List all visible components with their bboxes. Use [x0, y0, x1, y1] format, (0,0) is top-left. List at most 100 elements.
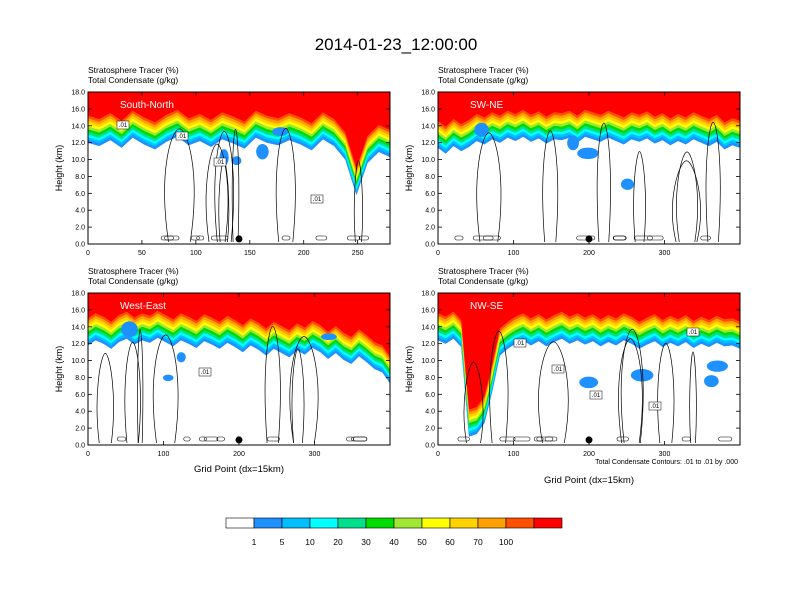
low-cloud-contour: [613, 235, 627, 241]
low-cloud-contour: [210, 235, 229, 241]
tracer-blob: [577, 147, 599, 160]
contour-label-box: [513, 338, 527, 348]
x-tick-label: 0: [436, 250, 440, 257]
low-cloud-contour: [499, 436, 516, 442]
colorbar-swatch: [225, 517, 255, 529]
contour-label-box: [686, 327, 700, 337]
y-tick-label: 6.0: [425, 392, 435, 399]
y-tick-label: 0.0: [425, 242, 435, 249]
panel-west-east: Stratosphere Tracer (%)Total Condensate …: [54, 266, 391, 475]
contour-label: .01: [516, 341, 525, 347]
low-cloud-contour: [196, 235, 205, 241]
low-cloud-contour: [347, 235, 361, 241]
panel-subtitle: Stratosphere Tracer (%): [438, 65, 529, 75]
contour-label-box: [175, 131, 189, 141]
condensate-contour: [618, 338, 643, 444]
colorbar-label: 30: [361, 537, 371, 547]
y-tick-label: 8.0: [425, 174, 435, 181]
low-cloud-contour: [358, 235, 369, 241]
low-cloud-contour: [633, 235, 653, 241]
y-tick-label: 10.0: [71, 358, 85, 365]
plot-content: .01: [88, 293, 390, 444]
tracer-blob: [256, 143, 269, 160]
condensate-contour: [633, 151, 646, 243]
panel-subtitle: Total Condensate (g/kg): [438, 75, 528, 85]
condensate-contour: [353, 160, 363, 243]
y-tick-label: 16.0: [71, 106, 85, 113]
y-tick-label: 16.0: [71, 307, 85, 314]
colorbar-label: 60: [445, 537, 455, 547]
y-tick-label: 2.0: [425, 225, 435, 232]
tracer-band-level-0: [88, 293, 390, 357]
y-tick-label: 8.0: [425, 375, 435, 382]
y-tick-label: 12.0: [421, 140, 435, 147]
location-marker: [585, 235, 593, 243]
y-axis-label: Height (km): [404, 145, 414, 192]
low-cloud-contour: [718, 436, 733, 442]
tracer-blob: [620, 178, 635, 190]
condensate-contour: [489, 330, 509, 444]
low-cloud-contour: [267, 436, 280, 442]
colorbar-swatch: [533, 517, 563, 529]
tracer-blob: [176, 352, 186, 363]
y-tick-label: 12.0: [71, 140, 85, 147]
y-tick-label: 18.0: [71, 90, 85, 97]
tracer-bands: [438, 92, 740, 154]
low-cloud-contour: [544, 436, 558, 442]
low-cloud-contour: [160, 235, 174, 241]
y-tick-label: 8.0: [75, 174, 85, 181]
x-tick-label: 200: [298, 250, 310, 257]
y-tick-label: 12.0: [71, 341, 85, 348]
tracer-bands: [88, 92, 390, 195]
tracer-bands: [438, 293, 740, 437]
tracer-blob: [231, 156, 242, 166]
y-tick-label: 4.0: [425, 208, 435, 215]
low-cloud-contour: [204, 436, 219, 442]
plot-content: .01 .01 .01 .01: [88, 92, 390, 243]
y-tick-label: 10.0: [421, 157, 435, 164]
figure-title: 2014-01-23_12:00:00: [315, 35, 478, 54]
condensate-contour: [620, 328, 644, 444]
colorbar-swatch: [393, 517, 423, 529]
tracer-bands: [88, 293, 390, 384]
colorbar: 1 5 10 20 30 40 50 60 70 100: [225, 517, 563, 547]
y-tick-label: 18.0: [71, 291, 85, 298]
plot-content: .01 .01 .01 .01 .01: [438, 293, 740, 444]
location-marker: [235, 436, 243, 444]
x-tick-label: 200: [583, 250, 595, 257]
x-tick-label: 100: [190, 250, 202, 257]
tracer-blob: [320, 333, 337, 341]
location-marker: [235, 235, 243, 243]
low-cloud-contour: [190, 235, 200, 241]
tracer-blob: [162, 374, 174, 382]
panel-label: NW-SE: [470, 301, 503, 312]
contour-label-box: [198, 367, 212, 377]
y-tick-label: 2.0: [75, 426, 85, 433]
condensate-contour: [137, 329, 144, 444]
y-tick-label: 0.0: [75, 242, 85, 249]
low-cloud-contour: [533, 436, 554, 442]
condensate-contour: [676, 151, 698, 243]
panel-label: South-North: [120, 100, 174, 111]
low-cloud-contour: [513, 436, 531, 442]
colorbar-label: 10: [305, 537, 315, 547]
low-cloud-contour: [315, 235, 328, 241]
tracer-blob: [704, 375, 719, 388]
low-cloud-contour: [216, 436, 225, 442]
x-tick-label: 200: [583, 451, 595, 458]
contour-label: .01: [554, 367, 563, 373]
y-tick-label: 8.0: [75, 375, 85, 382]
condensate-contour: [596, 122, 611, 243]
y-tick-label: 2.0: [75, 225, 85, 232]
panel-label: West-East: [120, 301, 166, 312]
y-tick-label: 14.0: [421, 123, 435, 130]
y-tick-label: 12.0: [421, 341, 435, 348]
condensate-contour: [264, 326, 281, 444]
x-tick-label: 100: [158, 451, 170, 458]
condensate-contour: [672, 160, 701, 243]
contour-footnote: Total Condensate Contours: .01 to .01 by…: [595, 459, 738, 466]
condensate-contour: [542, 130, 559, 243]
x-tick-label: 100: [508, 250, 520, 257]
panel-subtitle: Total Condensate (g/kg): [88, 276, 178, 286]
plot-border: [87, 91, 391, 245]
